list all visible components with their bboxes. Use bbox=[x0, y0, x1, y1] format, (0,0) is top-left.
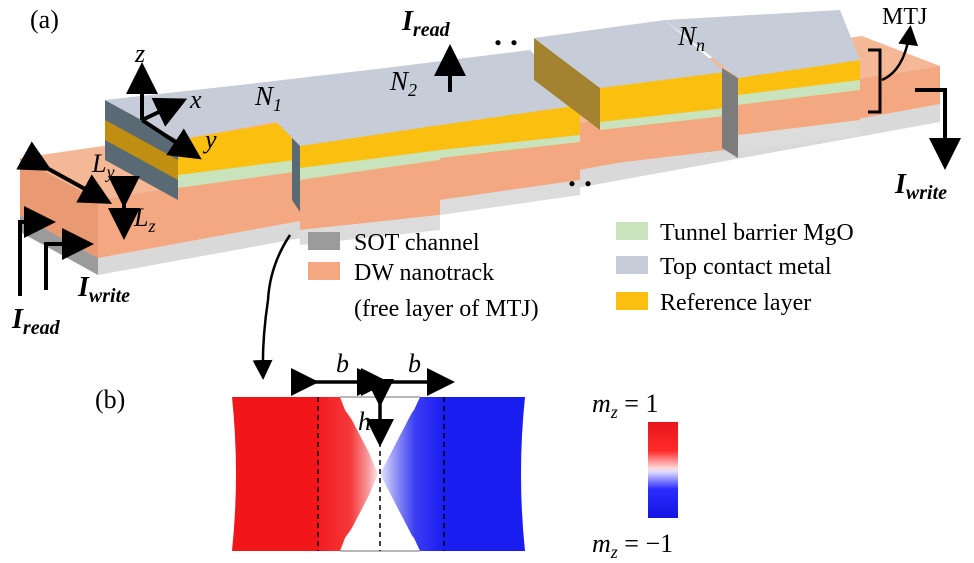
b-dimension-label-left: b bbox=[336, 349, 349, 378]
segment-n2-label: N2 bbox=[389, 66, 417, 100]
read-current-label-left: Iread bbox=[11, 304, 61, 339]
colorbar: mz = 1 mz = −1 bbox=[592, 389, 678, 562]
domain-wall-map bbox=[232, 396, 525, 552]
lz-dimension-label: Lz bbox=[133, 203, 155, 236]
ly-dimension-arrow bbox=[16, 141, 113, 204]
mtj-pillar-5 bbox=[665, 10, 860, 158]
panel-label-b: (b) bbox=[95, 385, 125, 414]
axis-x-label: x bbox=[189, 85, 202, 114]
legend-swatch-mgo bbox=[616, 222, 648, 240]
legend-label-ref: Reference layer bbox=[660, 290, 811, 316]
legend-swatch-dw bbox=[308, 262, 340, 280]
legend-label-dw-note: (free layer of MTJ) bbox=[354, 296, 539, 322]
read-current-arrow-left bbox=[18, 206, 56, 296]
coordinate-axes: z x y bbox=[126, 39, 217, 160]
write-current-label-left: Iwrite bbox=[77, 272, 130, 307]
ly-dimension-label: Ly bbox=[91, 149, 114, 182]
colorbar-bottom-label: mz = −1 bbox=[592, 529, 673, 562]
colorbar-top-label: mz = 1 bbox=[592, 389, 658, 422]
axis-y-label: y bbox=[202, 125, 217, 154]
racetrack-structure bbox=[20, 10, 940, 275]
red-domain-region bbox=[232, 397, 318, 551]
mtj-label: MTJ bbox=[882, 4, 927, 30]
zoom-connector bbox=[252, 234, 292, 380]
colorbar-gradient bbox=[648, 422, 678, 518]
ellipsis-top: . . bbox=[494, 16, 518, 52]
legend-label-dw: DW nanotrack bbox=[354, 260, 494, 286]
read-current-label-top: Iread bbox=[401, 6, 451, 41]
b-dimension-label-right: b bbox=[408, 349, 421, 378]
mtj-bracket: MTJ bbox=[868, 4, 927, 114]
write-current-label-right: Iwrite bbox=[894, 169, 947, 204]
ellipsis-bottom: . . bbox=[568, 157, 592, 193]
legend-label-sot: SOT channel bbox=[354, 230, 480, 256]
segment-n1-label: N1 bbox=[254, 81, 282, 115]
blue-domain-region bbox=[444, 397, 525, 551]
legend-label-mgo: Tunnel barrier MgO bbox=[660, 220, 854, 246]
legend-swatch-sot bbox=[308, 232, 340, 250]
mtj-pillar-2 bbox=[240, 68, 440, 245]
panel-label-a: (a) bbox=[30, 5, 59, 34]
mtj-pillar-3 bbox=[385, 50, 580, 215]
mtj-pillar-4 bbox=[534, 20, 725, 165]
legend: SOT channel DW nanotrack (free layer of … bbox=[308, 220, 854, 322]
axis-z-label: z bbox=[134, 39, 145, 68]
red-transition-region bbox=[318, 397, 378, 551]
blue-transition-region bbox=[380, 397, 444, 551]
legend-swatch-ref bbox=[616, 292, 648, 310]
write-current-arrow-right bbox=[915, 88, 961, 170]
write-current-arrow-left bbox=[44, 228, 94, 290]
legend-swatch-top bbox=[616, 256, 648, 274]
legend-label-top: Top contact metal bbox=[660, 254, 832, 280]
segment-nn-label: Nn bbox=[677, 21, 705, 55]
h-dimension-label: h bbox=[358, 407, 371, 436]
